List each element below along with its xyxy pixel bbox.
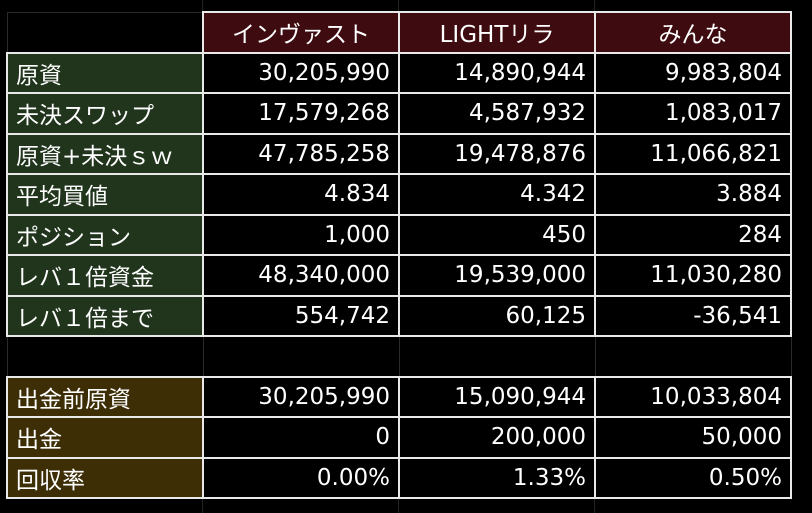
cell-value[interactable]: 0 xyxy=(202,416,400,459)
table-row: 出金 0 200,000 50,000 xyxy=(6,416,792,459)
cell-value[interactable]: 19,478,876 xyxy=(398,132,596,175)
cell-value[interactable]: 19,539,000 xyxy=(398,254,596,297)
table-row: ポジション 1,000 450 284 xyxy=(6,213,792,256)
cell-value[interactable]: 15,090,944 xyxy=(398,375,596,418)
cell-value[interactable]: 10,033,804 xyxy=(594,375,792,418)
header-light-lira[interactable]: LIGHTリラ xyxy=(398,11,596,54)
table-row: 出金前原資 30,205,990 15,090,944 10,033,804 xyxy=(6,375,792,418)
row-label[interactable]: レバ１倍まで xyxy=(6,294,204,337)
table-row: 未決スワップ 17,579,268 4,587,932 1,083,017 xyxy=(6,92,792,135)
cell-value[interactable]: 284 xyxy=(594,213,792,256)
empty-cell[interactable] xyxy=(6,335,204,377)
cell-value[interactable]: 50,000 xyxy=(594,416,792,459)
cell-value[interactable]: 30,205,990 xyxy=(202,375,400,418)
row-label[interactable]: レバ１倍資金 xyxy=(6,254,204,297)
cell-value[interactable]: 1,000 xyxy=(202,213,400,256)
empty-cell[interactable] xyxy=(202,335,400,377)
empty-cell[interactable] xyxy=(594,335,792,377)
cell-value[interactable]: 0.00% xyxy=(202,456,400,499)
cell-value[interactable]: 60,125 xyxy=(398,294,596,337)
row-label[interactable]: 平均買値 xyxy=(6,173,204,216)
comparison-table: インヴァスト LIGHTリラ みんな 原資 30,205,990 14,890,… xyxy=(6,11,792,499)
row-label[interactable]: 原資+未決ｓｗ xyxy=(6,132,204,175)
empty-row xyxy=(6,335,792,377)
cell-value[interactable]: 554,742 xyxy=(202,294,400,337)
row-label[interactable]: 回収率 xyxy=(6,456,204,499)
cell-value[interactable]: 1.33% xyxy=(398,456,596,499)
table-row: 平均買値 4.834 4.342 3.884 xyxy=(6,173,792,216)
table-row: 原資+未決ｓｗ 47,785,258 19,478,876 11,066,821 xyxy=(6,132,792,175)
row-label[interactable]: 未決スワップ xyxy=(6,92,204,135)
cell-value[interactable]: 4.342 xyxy=(398,173,596,216)
cell-value[interactable]: 4,587,932 xyxy=(398,92,596,135)
cell-value[interactable]: 14,890,944 xyxy=(398,51,596,94)
cell-value[interactable]: 11,066,821 xyxy=(594,132,792,175)
cell-value[interactable]: -36,541 xyxy=(594,294,792,337)
cell-value[interactable]: 3.884 xyxy=(594,173,792,216)
cell-value[interactable]: 30,205,990 xyxy=(202,51,400,94)
header-invast[interactable]: インヴァスト xyxy=(202,11,400,54)
empty-cell[interactable] xyxy=(398,335,596,377)
cell-value[interactable]: 0.50% xyxy=(594,456,792,499)
row-label[interactable]: 原資 xyxy=(6,51,204,94)
header-minna[interactable]: みんな xyxy=(594,11,792,54)
header-blank-cell[interactable] xyxy=(6,11,204,53)
cell-value[interactable]: 47,785,258 xyxy=(202,132,400,175)
table-row: レバ１倍まで 554,742 60,125 -36,541 xyxy=(6,294,792,337)
cell-value[interactable]: 450 xyxy=(398,213,596,256)
cell-value[interactable]: 17,579,268 xyxy=(202,92,400,135)
table-row: 回収率 0.00% 1.33% 0.50% xyxy=(6,456,792,499)
header-row: インヴァスト LIGHTリラ みんな xyxy=(6,11,792,54)
table-row: 原資 30,205,990 14,890,944 9,983,804 xyxy=(6,51,792,94)
row-label[interactable]: ポジション xyxy=(6,213,204,256)
cell-value[interactable]: 9,983,804 xyxy=(594,51,792,94)
cell-value[interactable]: 48,340,000 xyxy=(202,254,400,297)
row-label[interactable]: 出金前原資 xyxy=(6,375,204,418)
row-label[interactable]: 出金 xyxy=(6,416,204,459)
cell-value[interactable]: 4.834 xyxy=(202,173,400,216)
cell-value[interactable]: 1,083,017 xyxy=(594,92,792,135)
table-row: レバ１倍資金 48,340,000 19,539,000 11,030,280 xyxy=(6,254,792,297)
cell-value[interactable]: 200,000 xyxy=(398,416,596,459)
cell-value[interactable]: 11,030,280 xyxy=(594,254,792,297)
